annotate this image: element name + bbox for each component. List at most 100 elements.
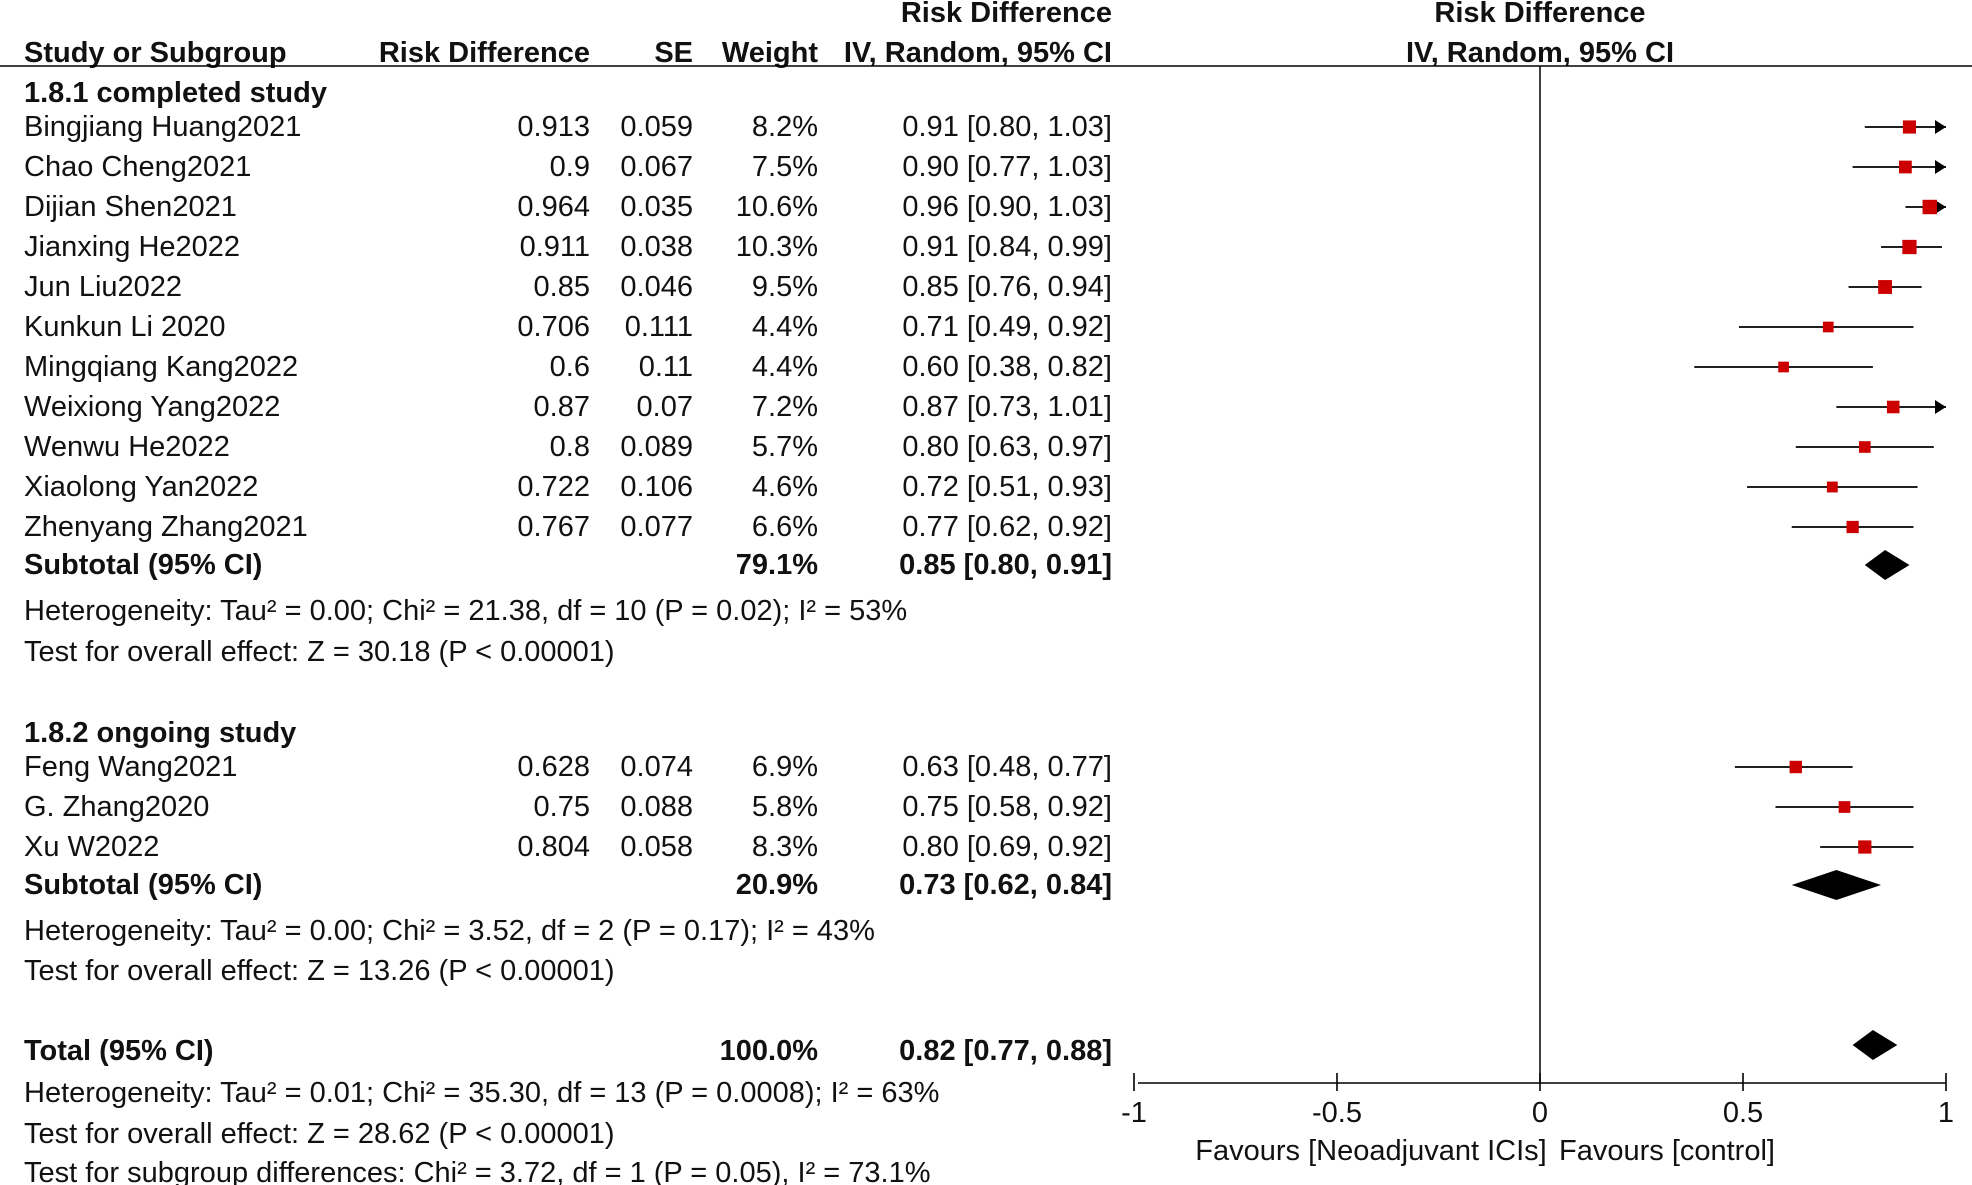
study-estimate: 0.913 (517, 111, 590, 143)
study-weight: 10.3% (736, 231, 818, 263)
subtotal-diamond (1864, 550, 1910, 580)
study-point (1899, 160, 1912, 174)
study-se: 0.046 (620, 271, 693, 303)
study-point (1902, 120, 1917, 134)
study-name: Xu W2022 (24, 831, 159, 863)
study-se: 0.11 (639, 351, 693, 383)
total-overall-effect-text: Test for overall effect: Z = 28.62 (P < … (24, 1118, 615, 1150)
study-estimate: 0.911 (520, 231, 590, 263)
study-ci: 0.91 [0.80, 1.03] (902, 111, 1112, 143)
study-point (1886, 400, 1900, 414)
study-ci-arrow (1935, 400, 1946, 414)
study-ci: 0.60 [0.38, 0.82] (902, 351, 1112, 383)
study-name: Jun Liu2022 (24, 271, 182, 303)
study-ci: 0.87 [0.73, 1.01] (902, 391, 1112, 423)
overall-effect-text: Test for overall effect: Z = 13.26 (P < … (24, 955, 615, 987)
study-se: 0.035 (620, 191, 693, 223)
study-se: 0.111 (625, 311, 693, 343)
study-point (1822, 321, 1834, 333)
favours-right-label: Favours [control] (1559, 1135, 1775, 1167)
total-diamond (1852, 1030, 1898, 1060)
study-estimate: 0.722 (517, 471, 590, 503)
heterogeneity-text: Heterogeneity: Tau² = 0.00; Chi² = 21.38… (24, 595, 907, 627)
study-ci: 0.96 [0.90, 1.03] (902, 191, 1112, 223)
study-ci: 0.80 [0.63, 0.97] (902, 431, 1112, 463)
study-weight: 10.6% (736, 191, 818, 223)
study-estimate: 0.8 (550, 431, 590, 463)
study-name: Xiaolong Yan2022 (24, 471, 258, 503)
study-ci: 0.90 [0.77, 1.03] (902, 151, 1112, 183)
study-estimate: 0.87 (534, 391, 590, 423)
overall-effect-text: Test for overall effect: Z = 30.18 (P < … (24, 636, 615, 668)
study-se: 0.067 (620, 151, 693, 183)
x-tick-label: 1 (1938, 1097, 1954, 1129)
subtotal-ci: 0.85 [0.80, 0.91] (899, 549, 1112, 581)
study-se: 0.089 (620, 431, 693, 463)
study-name: Feng Wang2021 (24, 751, 237, 783)
study-estimate: 0.85 (534, 271, 590, 303)
subtotal-label: Subtotal (95% CI) (24, 549, 262, 581)
plot-group-header: Risk Difference (1434, 0, 1645, 29)
study-point (1778, 361, 1789, 373)
plot-column-header: IV, Random, 95% CI (1406, 37, 1674, 69)
study-se: 0.106 (620, 471, 693, 503)
study-point (1878, 280, 1893, 294)
subtotal-weight: 79.1% (736, 549, 818, 581)
x-tick-label: 0 (1532, 1097, 1548, 1129)
x-tick-label: -1 (1121, 1097, 1147, 1129)
heterogeneity-text: Heterogeneity: Tau² = 0.00; Chi² = 3.52,… (24, 915, 875, 947)
study-se: 0.077 (620, 511, 693, 543)
study-point (1858, 441, 1871, 453)
study-ci-arrow (1935, 200, 1946, 214)
estimate-column-header: Risk Difference (379, 37, 590, 69)
total-label: Total (95% CI) (24, 1035, 214, 1067)
study-weight: 5.8% (752, 791, 818, 823)
favours-left-label: Favours [Neoadjuvant ICIs] (1195, 1135, 1546, 1167)
study-name: G. Zhang2020 (24, 791, 209, 823)
study-estimate: 0.964 (517, 191, 590, 223)
study-weight: 6.6% (752, 511, 818, 543)
study-se: 0.074 (620, 751, 693, 783)
study-estimate: 0.6 (550, 351, 590, 383)
study-ci: 0.72 [0.51, 0.93] (902, 471, 1112, 503)
se-column-header: SE (654, 37, 693, 69)
study-weight: 7.2% (752, 391, 818, 423)
study-name: Bingjiang Huang2021 (24, 111, 301, 143)
study-name: Mingqiang Kang2022 (24, 351, 298, 383)
subtotal-ci: 0.73 [0.62, 0.84] (899, 869, 1112, 901)
study-weight: 9.5% (752, 271, 818, 303)
ci-group-header: Risk Difference (901, 0, 1112, 29)
study-name: Zhenyang Zhang2021 (24, 511, 308, 543)
study-estimate: 0.804 (517, 831, 590, 863)
study-weight: 5.7% (752, 431, 818, 463)
study-point (1789, 760, 1802, 774)
study-point (1922, 199, 1937, 215)
study-ci: 0.85 [0.76, 0.94] (902, 271, 1112, 303)
study-weight: 4.4% (752, 351, 818, 383)
study-point (1858, 840, 1872, 854)
study-weight: 4.6% (752, 471, 818, 503)
ci-column-header: IV, Random, 95% CI (844, 37, 1112, 69)
x-tick-label: 0.5 (1723, 1097, 1763, 1129)
subgroup-title: 1.8.1 completed study (24, 77, 327, 109)
study-ci-arrow (1935, 160, 1946, 174)
weight-column-header: Weight (722, 37, 818, 69)
study-estimate: 0.628 (517, 751, 590, 783)
study-se: 0.088 (620, 791, 693, 823)
study-ci: 0.71 [0.49, 0.92] (902, 311, 1112, 343)
study-ci: 0.77 [0.62, 0.92] (902, 511, 1112, 543)
study-column-header: Study or Subgroup (24, 37, 287, 69)
study-ci: 0.80 [0.69, 0.92] (902, 831, 1112, 863)
study-weight: 6.9% (752, 751, 818, 783)
study-se: 0.07 (637, 391, 693, 423)
x-tick-label: -0.5 (1312, 1097, 1362, 1129)
study-se: 0.058 (620, 831, 693, 863)
subtotal-diamond (1791, 870, 1882, 900)
study-estimate: 0.9 (550, 151, 590, 183)
total-weight: 100.0% (720, 1035, 819, 1067)
study-name: Jianxing He2022 (24, 231, 240, 263)
study-se: 0.038 (620, 231, 693, 263)
study-weight: 7.5% (752, 151, 818, 183)
study-weight: 8.2% (752, 111, 818, 143)
